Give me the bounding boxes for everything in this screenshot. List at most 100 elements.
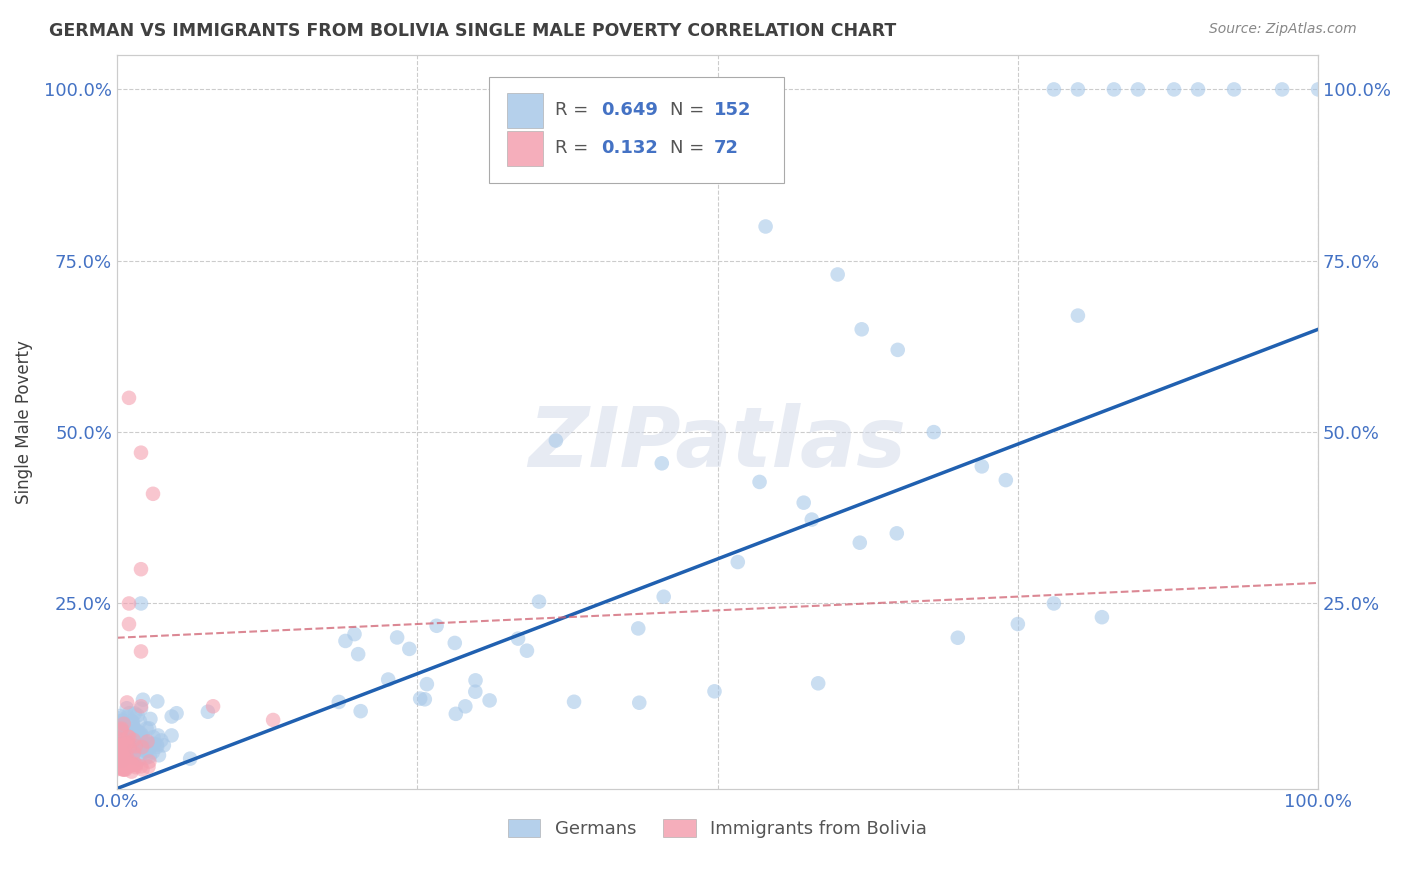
Point — [107, 711, 129, 725]
Point — [108, 736, 131, 750]
Point — [146, 694, 169, 708]
Point — [122, 726, 145, 740]
Point — [142, 745, 165, 759]
Point — [127, 708, 149, 723]
Point — [122, 740, 145, 755]
Point — [755, 219, 778, 234]
Text: N =: N = — [669, 139, 710, 157]
Point — [112, 732, 135, 747]
Point — [111, 748, 134, 763]
Point — [179, 752, 201, 766]
Point — [385, 631, 408, 645]
Point — [129, 701, 152, 715]
Point — [886, 343, 908, 357]
Point — [129, 644, 152, 658]
Point — [124, 758, 146, 772]
Point — [129, 597, 152, 611]
Point — [108, 753, 131, 767]
Point — [139, 737, 162, 751]
Point — [111, 714, 134, 728]
Point — [124, 760, 146, 774]
Point — [652, 590, 675, 604]
Point — [112, 763, 135, 777]
Point — [454, 699, 477, 714]
Point — [118, 726, 141, 740]
Point — [994, 473, 1017, 487]
Point — [112, 733, 135, 747]
Point — [122, 746, 145, 760]
Point — [347, 647, 370, 661]
Point — [108, 754, 131, 768]
Point — [134, 741, 156, 756]
Point — [142, 730, 165, 744]
Point — [117, 736, 139, 750]
Point — [108, 722, 131, 736]
Point — [1163, 82, 1185, 96]
Point — [114, 751, 136, 765]
Point — [703, 684, 725, 698]
Point — [114, 753, 136, 767]
Point — [125, 728, 148, 742]
Point — [413, 692, 436, 706]
Point — [115, 739, 138, 754]
Point — [335, 634, 357, 648]
Point — [110, 738, 132, 752]
Point — [112, 743, 135, 757]
Point — [120, 758, 142, 772]
Point — [120, 737, 142, 751]
Point — [148, 748, 170, 763]
FancyBboxPatch shape — [508, 93, 543, 128]
Point — [121, 736, 143, 750]
Point — [108, 737, 131, 751]
Point — [1187, 82, 1209, 96]
Point — [108, 738, 131, 752]
Point — [114, 724, 136, 739]
Point — [136, 734, 159, 748]
Point — [112, 734, 135, 748]
Point — [117, 736, 139, 750]
Point — [107, 744, 129, 758]
Point — [111, 723, 134, 738]
Point — [107, 754, 129, 768]
FancyBboxPatch shape — [508, 131, 543, 166]
Point — [129, 726, 152, 740]
Point — [120, 733, 142, 747]
Point — [1223, 82, 1246, 96]
Point — [108, 759, 131, 773]
Point — [129, 445, 152, 459]
Point — [129, 562, 152, 576]
Point — [506, 632, 529, 646]
Point — [793, 496, 815, 510]
Point — [1007, 617, 1029, 632]
Point — [132, 692, 155, 706]
Point — [350, 704, 373, 718]
Point — [121, 758, 143, 772]
Point — [135, 751, 157, 765]
Point — [112, 716, 135, 731]
Point — [160, 709, 183, 723]
Point — [111, 762, 134, 776]
Point — [114, 763, 136, 777]
Point — [115, 748, 138, 763]
Point — [111, 745, 134, 759]
Point — [107, 742, 129, 756]
Point — [1043, 597, 1066, 611]
Point — [107, 744, 129, 758]
Point — [117, 730, 139, 744]
Point — [146, 729, 169, 743]
Point — [122, 733, 145, 747]
Point — [134, 745, 156, 759]
Point — [946, 631, 969, 645]
Point — [129, 759, 152, 773]
Text: ZIPatlas: ZIPatlas — [529, 403, 907, 484]
Point — [115, 695, 138, 709]
Point — [129, 699, 152, 714]
Text: 72: 72 — [714, 139, 740, 157]
Point — [129, 729, 152, 743]
Point — [139, 736, 162, 750]
Point — [108, 744, 131, 758]
Point — [143, 737, 166, 751]
Point — [108, 754, 131, 768]
Text: Source: ZipAtlas.com: Source: ZipAtlas.com — [1209, 22, 1357, 37]
Point — [1067, 309, 1090, 323]
